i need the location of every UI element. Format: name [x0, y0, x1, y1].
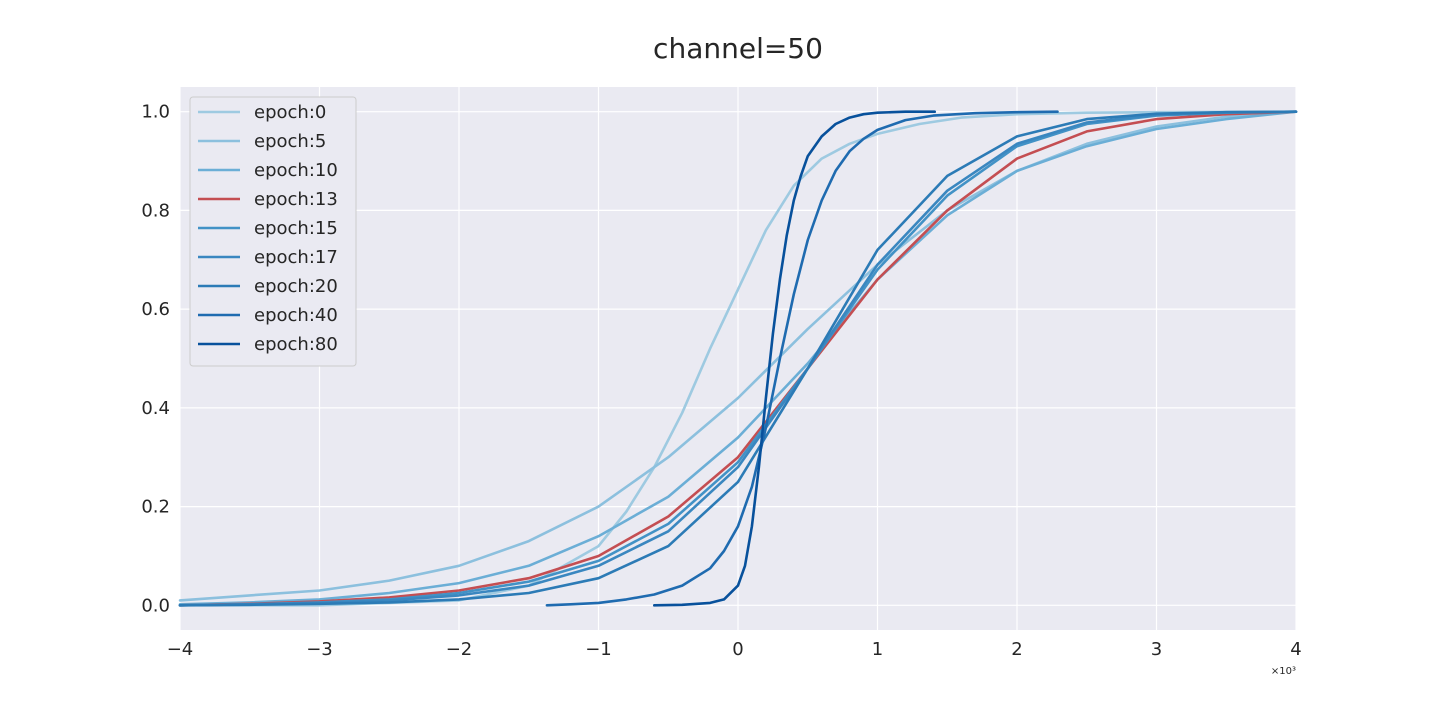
y-tick-label: 0.8	[141, 200, 170, 221]
x-tick-label: −1	[585, 639, 612, 660]
x-tick-label: −3	[306, 639, 333, 660]
x-tick-label: 1	[872, 639, 883, 660]
legend-label: epoch:0	[254, 102, 326, 123]
chart-title: channel=50	[653, 32, 823, 65]
legend-box	[189, 96, 357, 367]
y-tick-label: 0.6	[141, 299, 170, 320]
y-tick-label: 0.0	[141, 595, 170, 616]
y-tick-label: 1.0	[141, 102, 170, 123]
series-line-epoch-0	[178, 110, 1298, 607]
x-tick-label: −4	[167, 639, 194, 660]
series-line-epoch-5	[178, 110, 1298, 602]
x-tick-label: 2	[1011, 639, 1022, 660]
x-axis-ticks: −4 −3 −2 −1 0 1 2 3 4	[167, 639, 1302, 660]
x-tick-label: 4	[1290, 639, 1301, 660]
y-axis-ticks: 0.0 0.2 0.4 0.6 0.8 1.0	[141, 102, 170, 617]
series-layer	[178, 110, 1298, 607]
series-line-epoch-80	[653, 110, 936, 607]
series-line-epoch-13	[178, 110, 1298, 607]
legend-label: epoch:17	[254, 247, 338, 268]
grid-lines	[179, 87, 1297, 630]
series-line-epoch-20	[178, 110, 1298, 607]
y-tick-label: 0.4	[141, 398, 170, 419]
x-tick-label: 0	[732, 639, 743, 660]
x-tick-label: 3	[1151, 639, 1162, 660]
legend-label: epoch:80	[254, 334, 338, 355]
legend-label: epoch:10	[254, 160, 338, 181]
y-tick-label: 0.2	[141, 497, 170, 518]
legend-label: epoch:5	[254, 131, 326, 152]
series-line-epoch-40	[545, 110, 1059, 607]
x-tick-label: −2	[446, 639, 473, 660]
legend: epoch:0 epoch:5 epoch:10 epoch:13 epoch:15 ep…	[189, 96, 357, 367]
legend-label: epoch:40	[254, 305, 338, 326]
series-line-epoch-17	[178, 110, 1298, 607]
legend-label: epoch:20	[254, 276, 338, 297]
legend-label: epoch:13	[254, 189, 338, 210]
x-axis-offset-label: ×10³	[1271, 666, 1296, 677]
legend-label: epoch:15	[254, 218, 338, 239]
series-line-epoch-10	[178, 110, 1298, 606]
